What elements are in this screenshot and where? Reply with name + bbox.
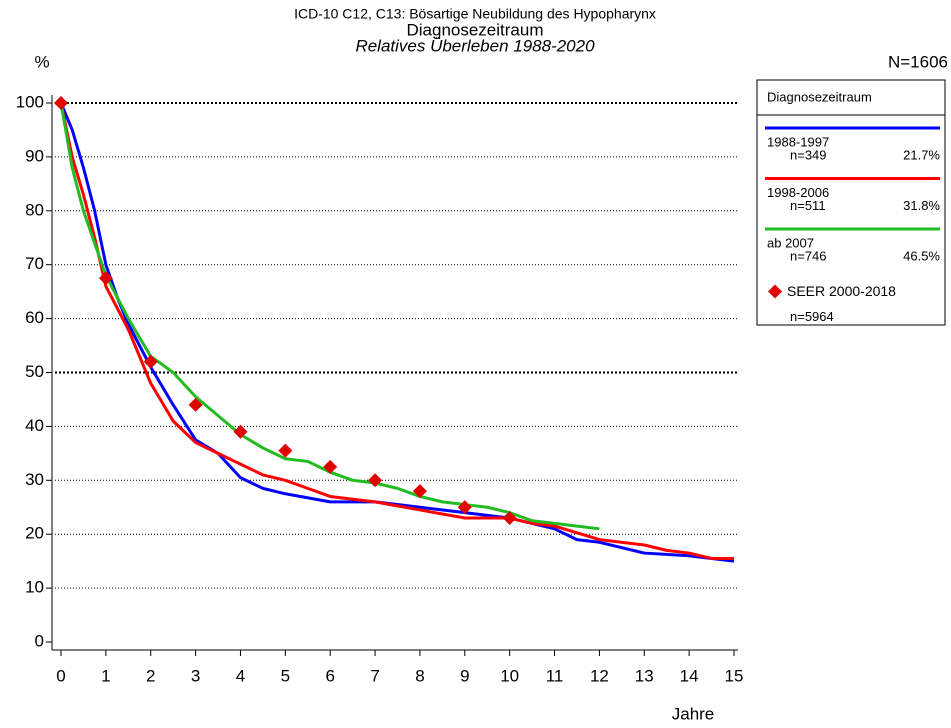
seer-marker [502, 511, 517, 526]
y-tick-label: 20 [25, 524, 44, 543]
x-tick-label: 1 [101, 666, 110, 685]
x-tick-label: 8 [415, 666, 424, 685]
x-tick-label: 12 [590, 666, 609, 685]
chart-subtitle: Relatives Überleben 1988-2020 [355, 36, 595, 55]
y-tick-label: 70 [25, 254, 44, 273]
y-tick-label: 80 [25, 200, 44, 219]
x-tick-label: 10 [500, 666, 519, 685]
y-tick-label: 50 [25, 362, 44, 381]
legend-label: ab 2007 [767, 235, 814, 250]
legend-title: Diagnosezeitraum [767, 89, 872, 104]
x-tick-label: 13 [635, 666, 654, 685]
x-tick-label: 3 [191, 666, 200, 685]
x-axis-label: Jahre [672, 704, 715, 723]
seer-marker [278, 443, 293, 458]
y-tick-label: 100 [16, 92, 44, 111]
legend-box [756, 79, 946, 326]
x-tick-label: 15 [725, 666, 744, 685]
survival-line [59, 102, 735, 563]
seer-marker [54, 96, 68, 110]
legend-n: n=349 [790, 147, 827, 162]
chart-subtitle: Diagnosezeitraum [406, 20, 543, 39]
chart-title: ICD-10 C12, C13: Bösartige Neubildung de… [294, 6, 656, 22]
seer-marker [98, 271, 113, 286]
seer-marker [368, 473, 383, 488]
legend-n: n=5964 [790, 309, 834, 324]
y-tick-label: 0 [35, 631, 44, 650]
survival-line [59, 102, 600, 531]
seer-marker [143, 354, 158, 369]
seer-marker [188, 397, 203, 412]
x-tick-label: 11 [546, 666, 564, 685]
x-tick-label: 0 [56, 666, 65, 685]
x-tick-label: 14 [680, 666, 699, 685]
legend-label: 1988-1997 [767, 134, 829, 149]
y-tick-label: 90 [25, 146, 44, 165]
legend-share: 31.8% [903, 198, 940, 213]
seer-marker [412, 484, 427, 499]
x-tick-label: 7 [370, 666, 379, 685]
total-label: N=1606 [888, 52, 948, 71]
y-tick-label: 30 [25, 470, 44, 489]
x-tick-label: 4 [236, 666, 245, 685]
seer-marker [323, 459, 338, 474]
seer-marker [457, 500, 472, 515]
x-tick-label: 9 [460, 666, 469, 685]
legend-n: n=511 [790, 198, 826, 213]
x-tick-label: 2 [146, 666, 155, 685]
legend-share: 21.7% [903, 147, 940, 162]
seer-marker [233, 424, 248, 439]
legend-share: 46.5% [903, 248, 940, 263]
legend-marker [768, 284, 782, 299]
legend-label: 1998-2006 [767, 185, 829, 200]
x-tick-label: 6 [325, 666, 334, 685]
y-tick-label: 10 [25, 578, 44, 597]
legend-label: SEER 2000-2018 [787, 283, 896, 299]
y-axis-label: % [34, 52, 49, 71]
y-tick-label: 60 [25, 308, 44, 327]
survival-line [59, 102, 734, 560]
x-tick-label: 5 [281, 666, 290, 685]
y-tick-label: 40 [25, 416, 44, 435]
legend-n: n=746 [790, 248, 827, 263]
